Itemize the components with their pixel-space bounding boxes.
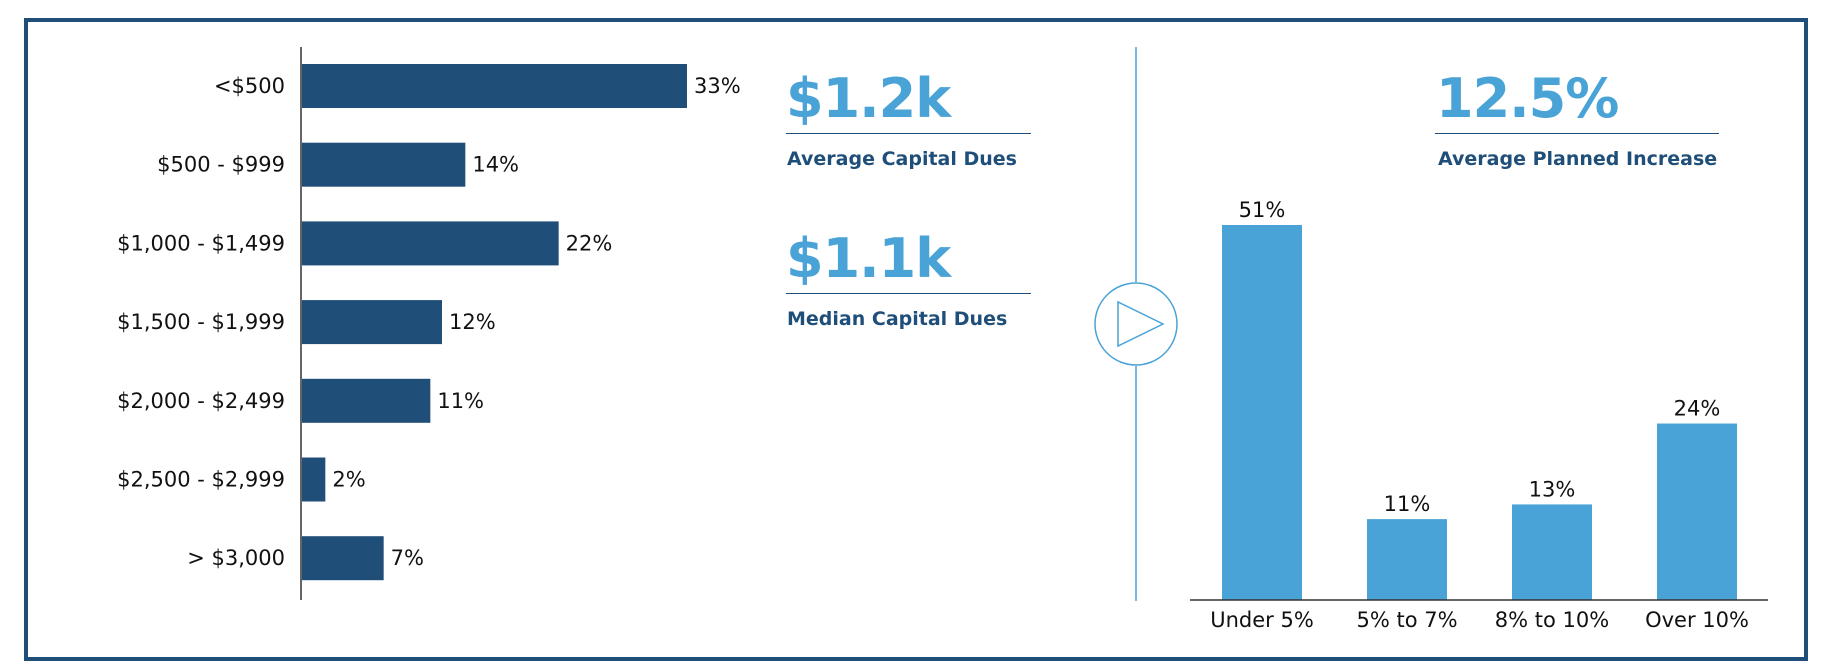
tick-label: > $3,000 xyxy=(187,546,285,570)
bar xyxy=(1512,504,1592,600)
median-capital-dues-label: Median Capital Dues xyxy=(787,308,1008,330)
median-capital-dues-value: $1.1k xyxy=(786,227,951,290)
data-label: 24% xyxy=(1674,397,1721,421)
bar xyxy=(302,536,384,581)
bar xyxy=(302,142,466,187)
data-label: 12% xyxy=(449,310,496,334)
average-capital-dues-label: Average Capital Dues xyxy=(787,148,1017,170)
capital-dues-distribution-chart: <$500 33% $500 - $999 14% $1,000 - $1,499 22%… xyxy=(117,47,741,600)
tick-label: 5% to 7% xyxy=(1356,608,1457,632)
tick-label: 8% to 10% xyxy=(1495,608,1609,632)
data-label: 7% xyxy=(391,546,424,570)
data-label: 14% xyxy=(472,153,519,177)
tick-label: $500 - $999 xyxy=(157,153,285,177)
planned-increase-chart: 51% Under 5% 11% 5% to 7% 13% 8% to 10% 24% Ove… xyxy=(1190,198,1768,632)
average-planned-increase-rule xyxy=(1435,133,1719,134)
play-icon[interactable] xyxy=(1094,282,1178,366)
bar xyxy=(302,64,687,108)
tick-label: Under 5% xyxy=(1210,608,1314,632)
bar xyxy=(1222,225,1302,600)
median-capital-dues-rule xyxy=(786,293,1031,294)
tick-label: <$500 xyxy=(214,74,285,98)
bar xyxy=(302,457,326,502)
data-label: 22% xyxy=(566,231,613,255)
data-label: 2% xyxy=(332,468,365,492)
panel-frame xyxy=(24,18,1808,661)
data-label: 11% xyxy=(437,389,484,413)
average-planned-increase-label: Average Planned Increase xyxy=(1438,148,1718,170)
data-label: 11% xyxy=(1384,492,1431,516)
average-planned-increase-value: 12.5% xyxy=(1436,67,1619,130)
tick-label: $2,000 - $2,499 xyxy=(117,389,285,413)
average-capital-dues-rule xyxy=(786,133,1031,134)
bar xyxy=(302,378,431,423)
bar xyxy=(302,300,442,345)
bar xyxy=(302,221,559,266)
bar xyxy=(1367,519,1447,600)
tick-label: $1,500 - $1,999 xyxy=(117,310,285,334)
data-label: 51% xyxy=(1239,198,1286,222)
data-label: 33% xyxy=(694,74,741,98)
tick-label: $1,000 - $1,499 xyxy=(117,231,285,255)
tick-label: Over 10% xyxy=(1645,608,1749,632)
data-label: 13% xyxy=(1529,477,1576,501)
average-capital-dues-value: $1.2k xyxy=(786,67,951,130)
bar xyxy=(1657,423,1737,600)
tick-label: $2,500 - $2,999 xyxy=(117,468,285,492)
section-divider xyxy=(1094,47,1178,601)
